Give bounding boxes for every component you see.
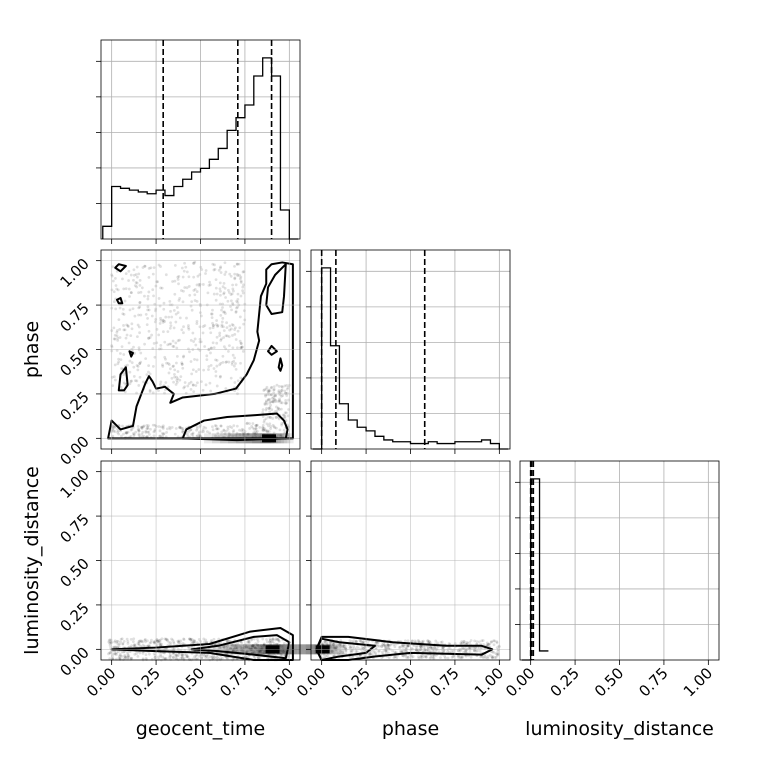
y-tick-label: 0.50 [56,555,92,591]
contour-panel-phase-vs-luminosity_distance [257,460,511,665]
x-tick-label: 0.00 [83,664,119,700]
x-tick-label: 0.75 [216,664,252,700]
contour-line [128,350,134,358]
y-tick-label: 0.25 [56,599,92,635]
x-tick-label: 0.00 [502,664,538,700]
contour-line [114,263,127,273]
x-tick-label: 0.25 [128,664,164,700]
y-tick-label: 0.00 [56,432,92,468]
x-tick-label: 0.75 [635,664,671,700]
y-tick-label: 0.75 [56,299,92,335]
contour-line [265,263,287,315]
sample-cloud [320,639,501,660]
axes-frame [100,460,301,661]
y-tick-label: 0.75 [56,510,92,546]
histogram-series-luminosity_distance [521,478,549,661]
y-tick-label: 0.25 [56,388,92,424]
contour-panel-geocent_time-vs-phase [96,249,301,454]
x-tick-label: 0.25 [547,664,583,700]
histogram-panel-geocent_time [96,39,301,244]
x-tick-label: 0.50 [172,664,208,700]
contour-panel-geocent_time-vs-luminosity_distance [96,460,301,665]
y-tick-label: 1.00 [56,255,92,291]
contour-line [267,344,278,356]
x-tick-label: 1.00 [261,664,297,700]
x-tick-label: 0.25 [338,664,374,700]
x-axis-label-geocent_time: geocent_time [136,718,265,740]
histogram-series-phase [312,267,509,450]
x-axis-label-phase: phase [382,718,439,740]
y-tick-label: 0.50 [56,344,92,380]
x-tick-label: 1.00 [680,664,716,700]
y-axis-label-phase: phase [21,321,43,378]
histogram-panel-phase [306,249,511,454]
axes-frame [100,249,301,450]
x-axis-label-luminosity_distance: luminosity_distance [525,718,714,740]
x-tick-label: 0.50 [382,664,418,700]
contour-line [117,366,129,392]
y-tick-label: 0.00 [56,643,92,679]
contour-line [181,412,289,442]
x-tick-label: 0.00 [293,664,329,700]
x-tick-label: 1.00 [471,664,507,700]
contour-line [115,296,124,305]
histogram-panel-luminosity_distance [515,460,720,665]
contour-line [277,357,284,372]
x-tick-label: 0.75 [426,664,462,700]
y-axis-label-luminosity_distance: luminosity_distance [21,466,43,655]
x-tick-label: 0.50 [591,664,627,700]
histogram-series-geocent_time [102,57,299,240]
y-tick-label: 1.00 [56,466,92,502]
contour-line [110,627,294,661]
axes-frame [310,460,511,661]
